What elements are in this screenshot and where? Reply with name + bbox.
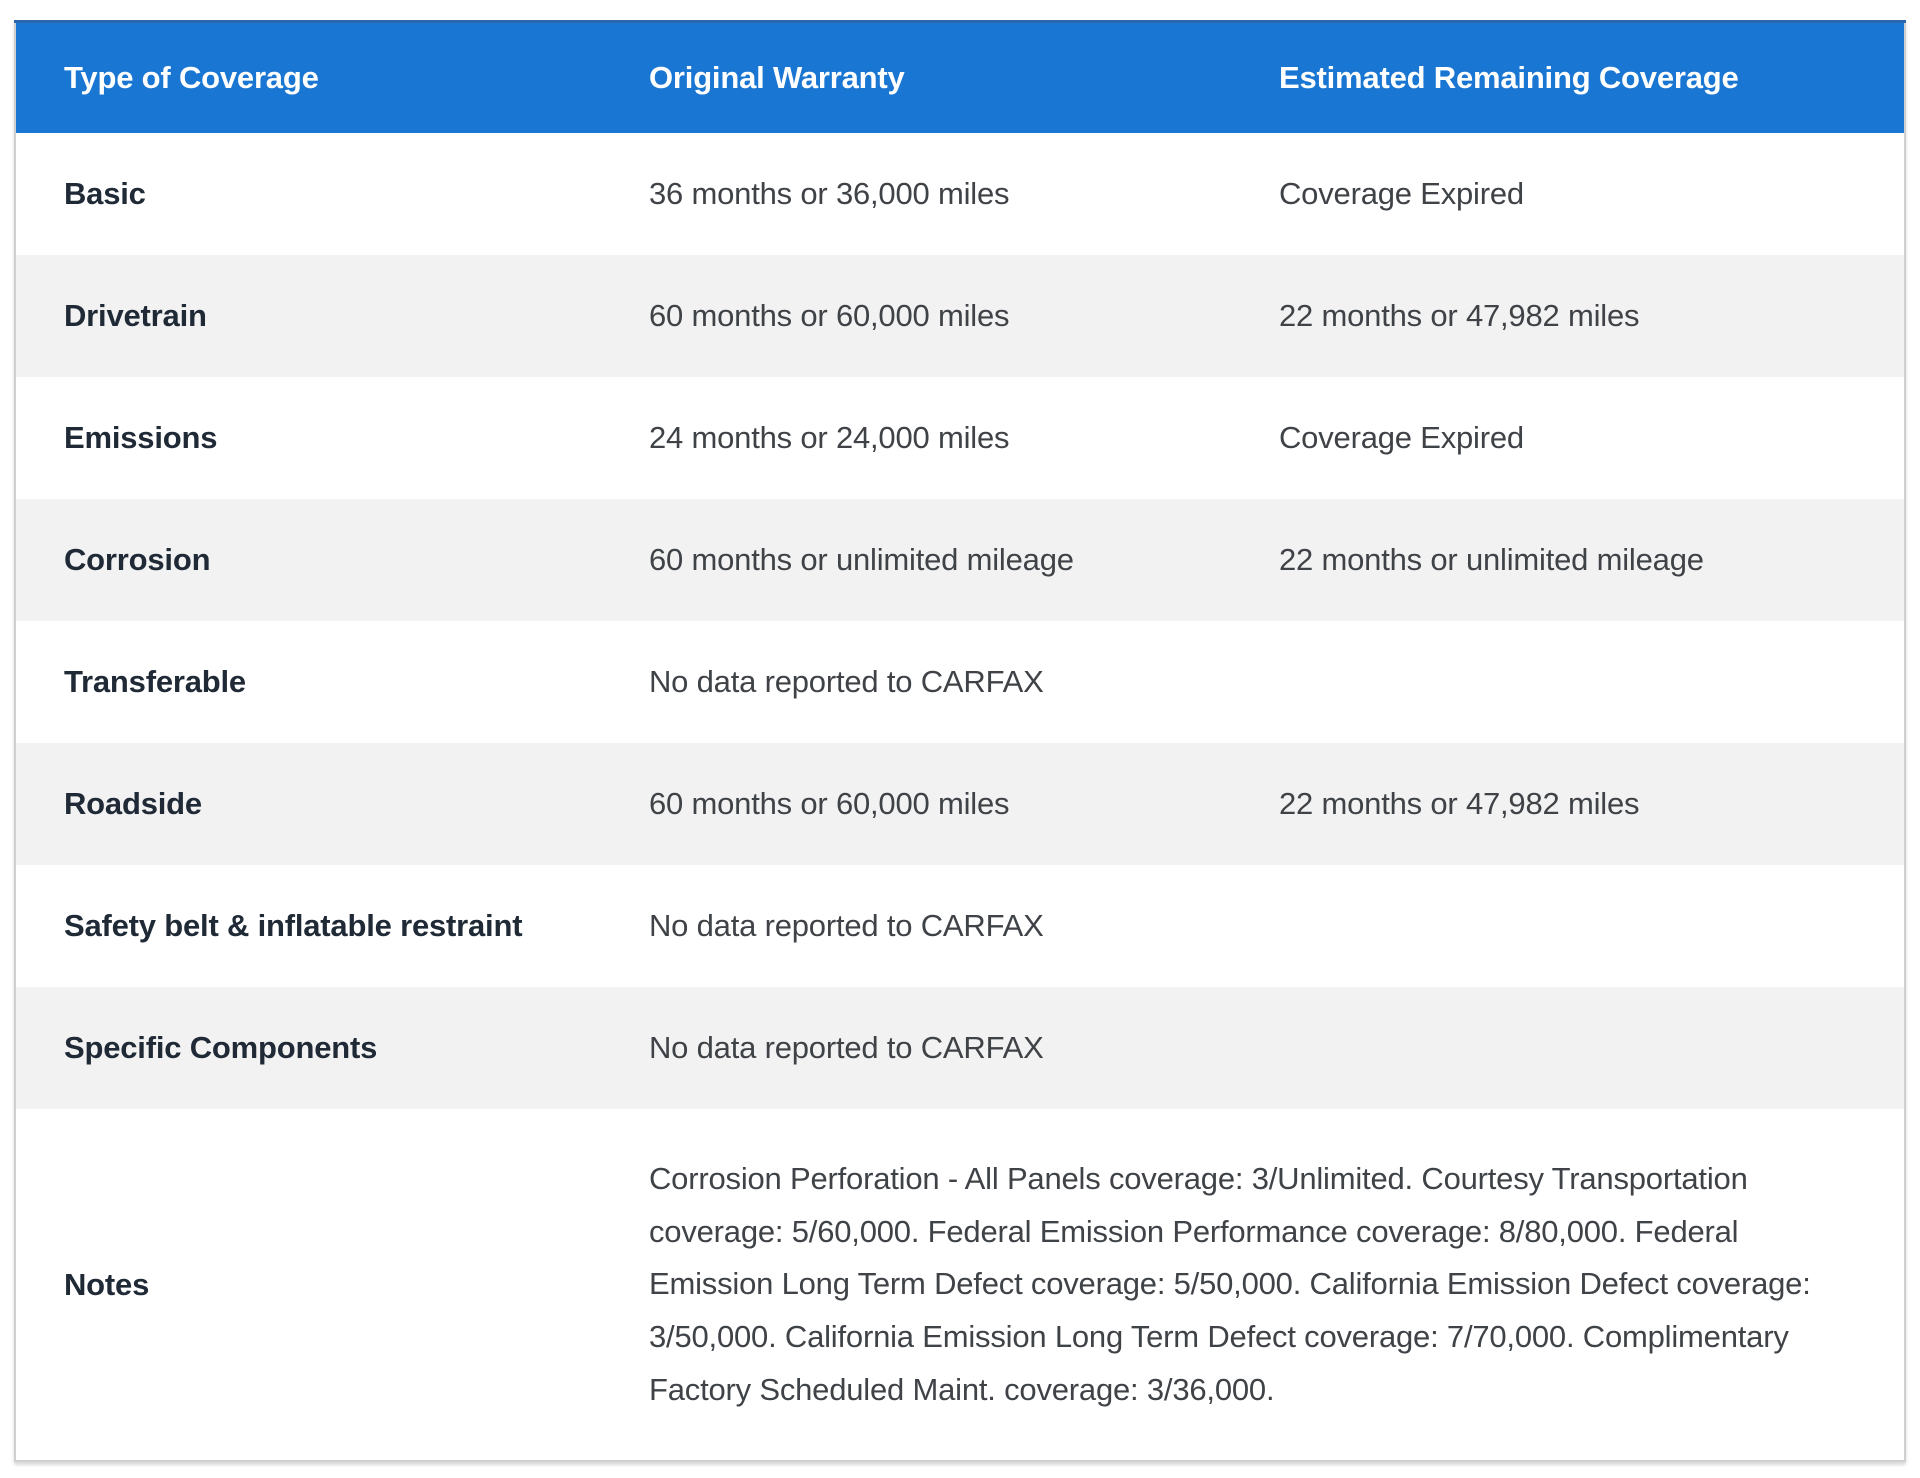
coverage-type-label: Drivetrain bbox=[64, 298, 207, 333]
remaining-coverage-value: 22 months or 47,982 miles bbox=[1279, 298, 1640, 333]
coverage-type-label: Basic bbox=[64, 176, 146, 211]
table-row-transferable: Transferable No data reported to CARFAX bbox=[15, 621, 1905, 743]
table-row-notes: Notes Corrosion Perforation - All Panels… bbox=[15, 1109, 1905, 1462]
table-row-corrosion: Corrosion 60 months or unlimited mileage… bbox=[15, 499, 1905, 621]
original-warranty-value: 60 months or 60,000 miles bbox=[649, 298, 1010, 333]
remaining-coverage-value bbox=[1231, 865, 1905, 987]
coverage-type-label: Transferable bbox=[64, 664, 246, 699]
coverage-type-label: Corrosion bbox=[64, 542, 211, 577]
col-header-original-warranty: Original Warranty bbox=[601, 20, 1231, 133]
table-row-roadside: Roadside 60 months or 60,000 miles 22 mo… bbox=[15, 743, 1905, 865]
table-row-emissions: Emissions 24 months or 24,000 miles Cove… bbox=[15, 377, 1905, 499]
coverage-type-label: Emissions bbox=[64, 420, 218, 455]
original-warranty-value: 60 months or 60,000 miles bbox=[649, 786, 1010, 821]
table-row-drivetrain: Drivetrain 60 months or 60,000 miles 22 … bbox=[15, 255, 1905, 377]
notes-label: Notes bbox=[64, 1266, 150, 1302]
original-warranty-value: No data reported to CARFAX bbox=[649, 664, 1044, 699]
remaining-coverage-value: Coverage Expired bbox=[1279, 420, 1524, 455]
remaining-coverage-value bbox=[1231, 987, 1905, 1109]
original-warranty-value: 36 months or 36,000 miles bbox=[649, 176, 1010, 211]
header-row: Type of Coverage Original Warranty Estim… bbox=[15, 20, 1905, 133]
original-warranty-value: No data reported to CARFAX bbox=[649, 908, 1044, 943]
table-row-safety-belt: Safety belt & inflatable restraint No da… bbox=[15, 865, 1905, 987]
original-warranty-value: No data reported to CARFAX bbox=[649, 1030, 1044, 1065]
coverage-type-label: Specific Components bbox=[64, 1030, 378, 1065]
coverage-type-label: Safety belt & inflatable restraint bbox=[64, 908, 523, 943]
original-warranty-value: 60 months or unlimited mileage bbox=[649, 542, 1074, 577]
col-header-type-of-coverage: Type of Coverage bbox=[15, 20, 601, 133]
table-row-basic: Basic 36 months or 36,000 miles Coverage… bbox=[15, 133, 1905, 255]
remaining-coverage-value: 22 months or 47,982 miles bbox=[1279, 786, 1640, 821]
warranty-coverage-table: Type of Coverage Original Warranty Estim… bbox=[14, 20, 1906, 1463]
coverage-type-label: Roadside bbox=[64, 786, 202, 821]
remaining-coverage-value bbox=[1231, 621, 1905, 743]
table-row-specific-components: Specific Components No data reported to … bbox=[15, 987, 1905, 1109]
notes-text: Corrosion Perforation - All Panels cover… bbox=[649, 1161, 1811, 1407]
original-warranty-value: 24 months or 24,000 miles bbox=[649, 420, 1010, 455]
remaining-coverage-value: Coverage Expired bbox=[1279, 176, 1524, 211]
col-header-estimated-remaining-coverage: Estimated Remaining Coverage bbox=[1231, 20, 1905, 133]
remaining-coverage-value: 22 months or unlimited mileage bbox=[1279, 542, 1704, 577]
